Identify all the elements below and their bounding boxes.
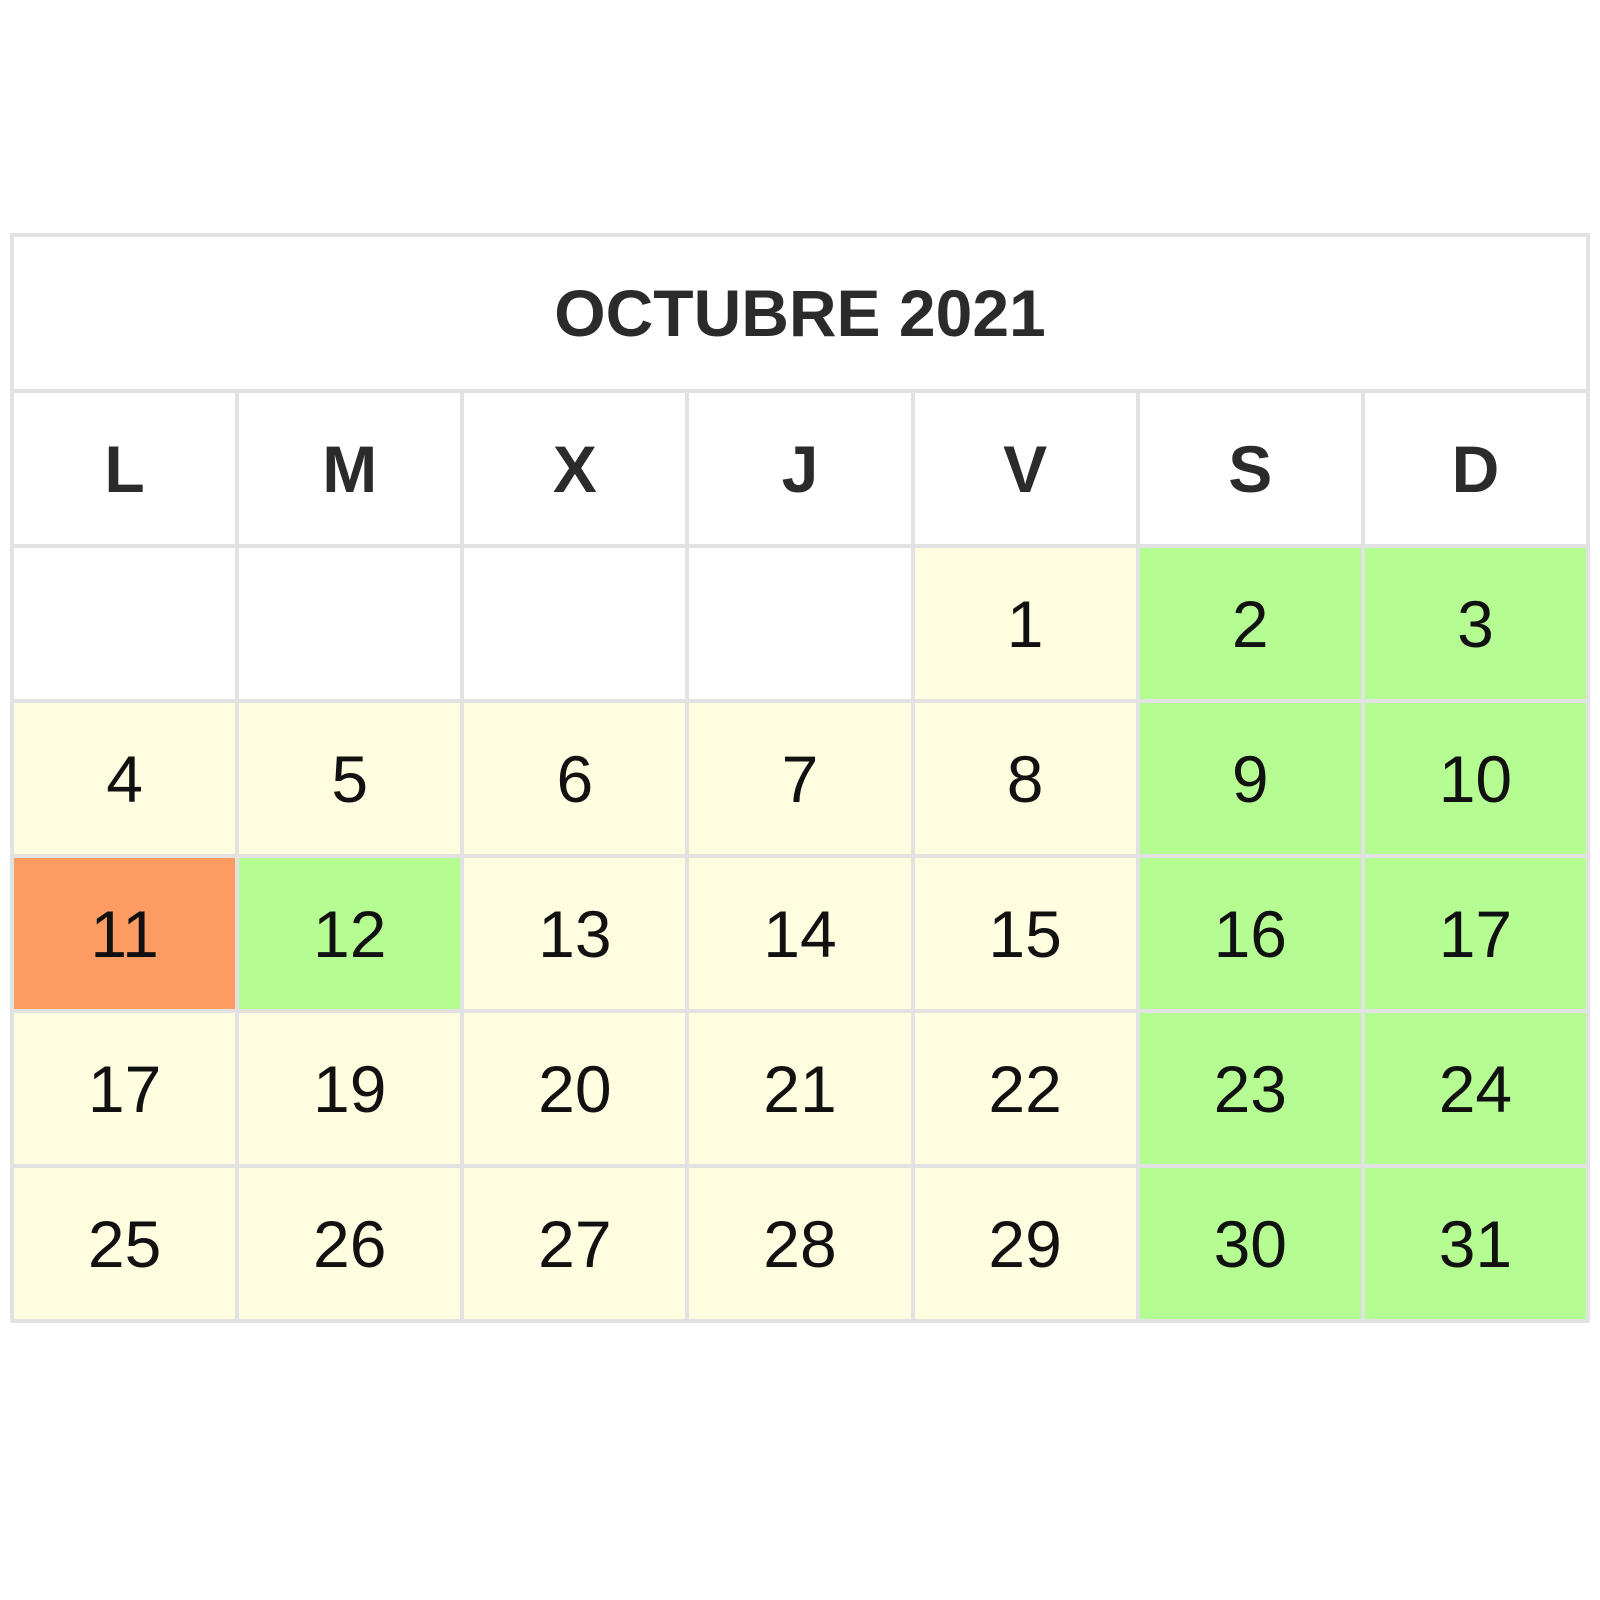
day-cell: 5 xyxy=(235,699,465,858)
day-cell: 30 xyxy=(1135,1164,1365,1323)
day-cell: 24 xyxy=(1360,1009,1591,1168)
day-cell: 22 xyxy=(910,1009,1140,1168)
day-cell: 23 xyxy=(1135,1009,1365,1168)
day-cell: 6 xyxy=(460,699,690,858)
day-cell: 10 xyxy=(1360,699,1591,858)
day-cell: 2 xyxy=(1135,544,1365,703)
day-cell: 4 xyxy=(9,699,240,858)
day-cell: 31 xyxy=(1360,1164,1591,1323)
weekday-tuesday: M xyxy=(235,389,465,548)
week-row: 11 12 13 14 15 16 17 xyxy=(9,854,1591,1013)
day-cell: 11 xyxy=(9,854,240,1013)
day-cell: 26 xyxy=(235,1164,465,1323)
weekday-thursday: J xyxy=(685,389,915,548)
weekday-monday: L xyxy=(9,389,240,548)
day-cell: 1 xyxy=(910,544,1140,703)
day-cell: 25 xyxy=(9,1164,240,1323)
calendar-body: 1 2 3 4 5 6 7 8 9 10 11 12 13 14 15 16 1… xyxy=(9,544,1591,1323)
day-cell xyxy=(460,544,690,703)
month-title: OCTUBRE 2021 xyxy=(10,233,1590,393)
day-cell: 21 xyxy=(685,1009,915,1168)
day-cell: 13 xyxy=(460,854,690,1013)
weekday-sunday: D xyxy=(1360,389,1591,548)
title-row: OCTUBRE 2021 xyxy=(10,233,1590,393)
day-cell: 3 xyxy=(1360,544,1591,703)
day-cell: 17 xyxy=(9,1009,240,1168)
weekday-friday: V xyxy=(910,389,1140,548)
day-cell xyxy=(235,544,465,703)
week-row: 25 26 27 28 29 30 31 xyxy=(9,1164,1591,1323)
day-cell: 16 xyxy=(1135,854,1365,1013)
calendar-header: OCTUBRE 2021 L M X J V S D xyxy=(9,233,1591,548)
weekday-wednesday: X xyxy=(460,389,690,548)
month-calendar: OCTUBRE 2021 L M X J V S D 1 2 3 4 5 6 7… xyxy=(9,233,1591,1323)
day-cell: 17 xyxy=(1360,854,1591,1013)
day-cell: 20 xyxy=(460,1009,690,1168)
weekday-row: L M X J V S D xyxy=(9,389,1591,548)
week-row: 4 5 6 7 8 9 10 xyxy=(9,699,1591,858)
day-cell: 14 xyxy=(685,854,915,1013)
day-cell: 28 xyxy=(685,1164,915,1323)
day-cell: 9 xyxy=(1135,699,1365,858)
day-cell: 29 xyxy=(910,1164,1140,1323)
day-cell: 27 xyxy=(460,1164,690,1323)
weekday-saturday: S xyxy=(1135,389,1365,548)
day-cell xyxy=(685,544,915,703)
day-cell: 7 xyxy=(685,699,915,858)
day-cell xyxy=(9,544,240,703)
week-row: 17 19 20 21 22 23 24 xyxy=(9,1009,1591,1168)
day-cell: 19 xyxy=(235,1009,465,1168)
day-cell: 12 xyxy=(235,854,465,1013)
day-cell: 15 xyxy=(910,854,1140,1013)
day-cell: 8 xyxy=(910,699,1140,858)
week-row: 1 2 3 xyxy=(9,544,1591,703)
